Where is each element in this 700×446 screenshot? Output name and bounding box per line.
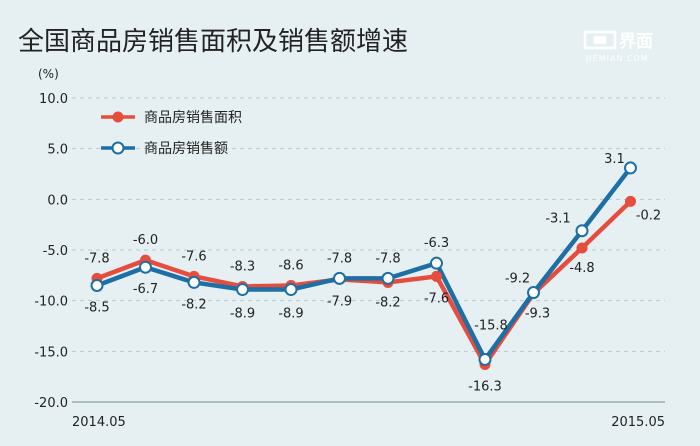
legend-marker <box>111 141 125 155</box>
data-point-amount <box>624 161 637 175</box>
data-label-amount: -7.8 <box>375 251 400 266</box>
data-label-amount: -8.9 <box>230 307 255 322</box>
data-label-area: -8.6 <box>278 258 303 273</box>
data-point-amount <box>575 224 589 238</box>
data-label-area: -7.6 <box>181 249 206 264</box>
data-label-amount: -8.2 <box>181 297 206 312</box>
data-label-area: -0.2 <box>636 208 661 223</box>
y-tick-label: -20.0 <box>34 396 68 411</box>
data-point-area <box>431 270 442 282</box>
data-label-amount: -9.2 <box>505 272 530 287</box>
data-label-area: -4.8 <box>569 261 594 276</box>
chart-title: 全国商品房销售面积及销售额增速 <box>18 27 408 57</box>
data-label-area: -7.8 <box>84 251 109 266</box>
legend-marker <box>112 111 124 123</box>
data-label-amount: -8.5 <box>84 300 109 315</box>
data-label-area: -6.0 <box>133 233 158 248</box>
data-label-amount: 3.1 <box>604 152 625 167</box>
data-label-area: -8.2 <box>375 295 400 310</box>
data-point-amount <box>284 283 298 297</box>
legend-item: 商品房销售面积 <box>101 110 242 126</box>
x-tick-label: 2014.05 <box>72 415 126 430</box>
data-point-amount <box>333 271 346 285</box>
data-label-amount: -7.8 <box>327 251 352 266</box>
brand-logo: 界面 JIEMIAN.COM <box>583 30 653 63</box>
data-point-amount <box>187 275 201 289</box>
data-point-area <box>576 242 588 254</box>
grid <box>72 97 665 403</box>
brand-name: 界面 <box>619 32 653 52</box>
y-tick-labels: 10.0 5.0 0.0 -5.0 -10.0 -15.0 -20.0 <box>34 92 68 411</box>
data-label-amount: -6.3 <box>424 236 449 251</box>
data-point-amount <box>430 256 443 270</box>
x-tick-label: 2015.05 <box>611 415 665 430</box>
data-point-area <box>625 195 636 207</box>
data-point-amount <box>381 271 395 285</box>
brand-sub: JIEMIAN.COM <box>585 54 649 63</box>
series-line <box>94 165 633 362</box>
y-tick-label: -10.0 <box>34 295 68 310</box>
y-tick-label: 10.0 <box>39 92 68 107</box>
y-tick-label: -15.0 <box>34 345 68 360</box>
data-label-area: -16.3 <box>468 380 502 395</box>
y-unit-label: (%) <box>38 67 59 81</box>
y-tick-label: -5.0 <box>43 244 68 259</box>
legend-label: 商品房销售面积 <box>144 110 242 126</box>
brand-mark-icon <box>583 30 617 50</box>
data-label-area: -7.9 <box>327 294 352 309</box>
data-labels: -7.8 -6.0 -7.6 -8.3 -8.6 -7.9 -8.2 -7.6 -16.3 -9.… <box>84 152 661 395</box>
x-tick-labels: 2014.05 2015.05 <box>72 415 665 430</box>
data-label-area: -9.3 <box>525 307 550 322</box>
data-label-area: -7.6 <box>424 291 449 306</box>
y-tick-label: 5.0 <box>47 143 68 158</box>
data-label-amount: -15.8 <box>474 318 508 333</box>
series-line <box>94 199 633 367</box>
data-point-amount <box>90 278 104 292</box>
data-point-amount <box>236 283 249 297</box>
data-point-amount <box>139 260 152 274</box>
data-point-amount <box>478 352 492 366</box>
data-label-amount: -8.9 <box>278 307 303 322</box>
legend-item: 商品房销售额 <box>101 141 228 157</box>
data-label-amount: -3.1 <box>545 212 570 227</box>
data-label-area: -8.3 <box>230 259 255 274</box>
legend-label: 商品房销售额 <box>144 141 228 157</box>
series-group <box>90 161 637 371</box>
y-tick-label: 0.0 <box>47 193 68 208</box>
data-point-amount <box>527 286 540 300</box>
data-label-amount: -6.7 <box>133 282 158 297</box>
